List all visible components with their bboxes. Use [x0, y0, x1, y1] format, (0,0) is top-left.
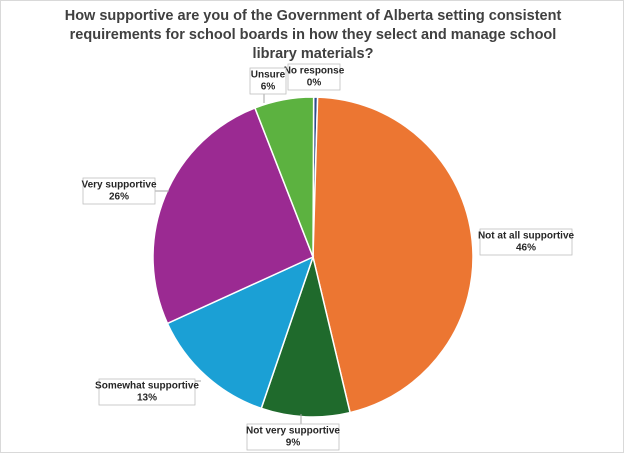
category-label: Not at all supportive — [478, 231, 575, 242]
pie-slice — [253, 96, 315, 258]
chart-title: How supportive are you of the Government… — [64, 8, 562, 62]
value-label: 0% — [307, 78, 322, 89]
category-label: Not very supportive — [246, 426, 340, 437]
category-label: No response — [284, 66, 345, 77]
value-label: 9% — [286, 438, 301, 449]
label-box — [246, 423, 340, 451]
value-label: 6% — [261, 82, 276, 93]
value-label: 26% — [109, 192, 129, 203]
pie-slice — [166, 255, 315, 410]
pie-slice — [152, 106, 314, 325]
category-label: Somewhat supportive — [95, 381, 199, 392]
value-label: 46% — [516, 243, 536, 254]
pie-slice — [260, 254, 351, 418]
label-box — [249, 67, 287, 95]
label-box — [479, 228, 573, 256]
pie-slice — [312, 96, 474, 414]
category-label: Very supportive — [81, 180, 156, 191]
category-label: Unsure — [251, 70, 286, 81]
label-box — [82, 177, 156, 205]
label-box — [98, 378, 196, 406]
label-box — [287, 63, 341, 91]
value-label: 13% — [137, 393, 157, 404]
